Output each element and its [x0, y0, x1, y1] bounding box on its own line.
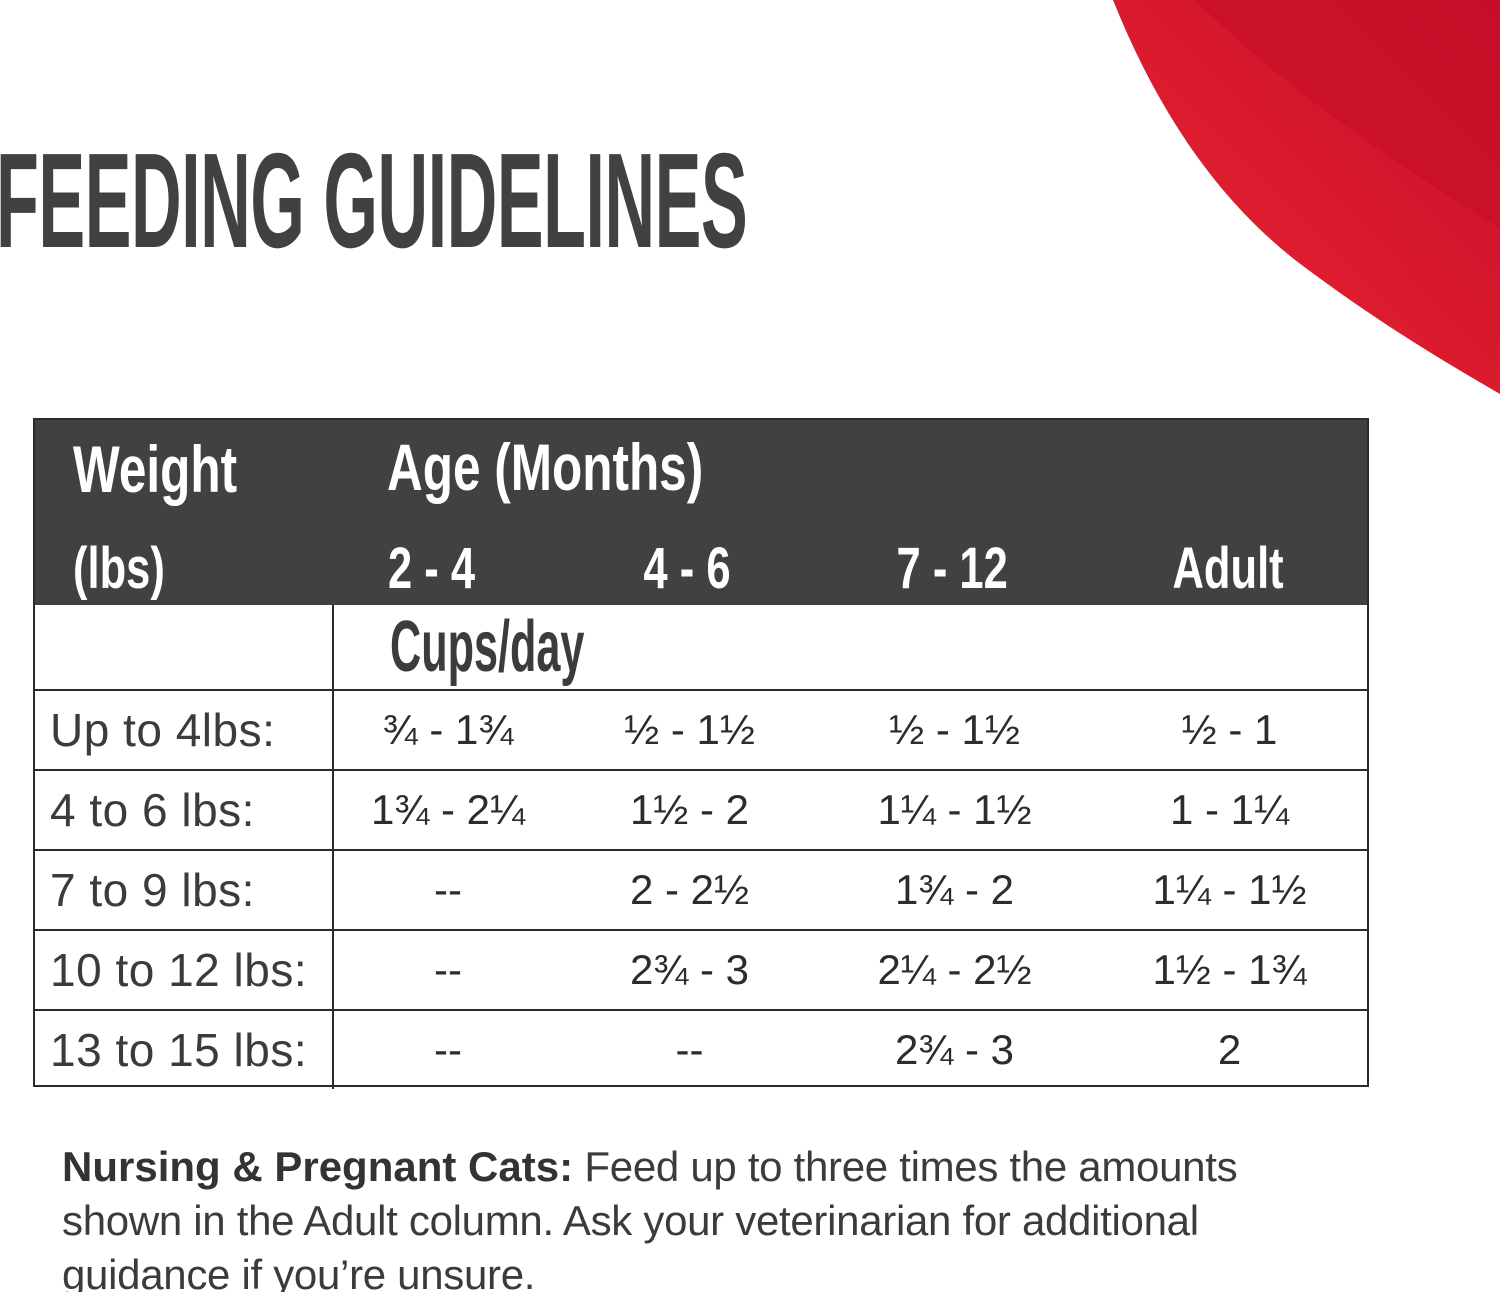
page-title: FEEDING GUIDELINES: [0, 125, 748, 276]
unit-row: Cups/day: [35, 605, 1367, 689]
row-value: 1½ - 1¾: [1152, 946, 1307, 993]
row-value: --: [434, 866, 462, 913]
header-weight-label: Weight: [73, 432, 238, 506]
row-value: 1½ - 2: [629, 786, 750, 833]
row-value: 2¾ - 3: [894, 1026, 1015, 1073]
nursing-pregnant-note: Nursing & Pregnant Cats: Feed up to thre…: [62, 1140, 1392, 1292]
row-value: 1¾ - 2¼: [370, 786, 526, 833]
table-row: 13 to 15 lbs: -- -- 2¾ - 3 2: [35, 1009, 1367, 1089]
note-line3: guidance if you’re unsure.: [62, 1251, 536, 1292]
row-weight-label: 10 to 12 lbs:: [35, 931, 334, 1009]
table-row: 10 to 12 lbs: -- 2¾ - 3 2¼ - 2½ 1½ - 1¾: [35, 929, 1367, 1009]
row-value: 2¾ - 3: [629, 946, 750, 993]
row-value: ½ - 1: [1181, 706, 1278, 753]
row-value: 1¼ - 1½: [1152, 866, 1307, 913]
red-swoosh-decoration: [1113, 0, 1500, 394]
table-header: Weight (lbs) Age (Months) 2 - 4 4 - 6 7 …: [35, 420, 1367, 605]
note-line2: shown in the Adult column. Ask your vete…: [62, 1197, 1199, 1244]
header-age-label: Age (Months): [387, 430, 704, 504]
row-value: --: [434, 1026, 462, 1073]
row-weight-label: 4 to 6 lbs:: [35, 771, 334, 849]
unit-row-empty-cell: [35, 605, 334, 689]
row-weight-label: 7 to 9 lbs:: [35, 851, 334, 929]
swoosh-shade-shape: [1195, 0, 1500, 228]
note-line1-rest: Feed up to three times the amounts: [573, 1143, 1238, 1190]
row-value: 2: [1217, 1026, 1242, 1073]
table-row: Up to 4lbs: ¾ - 1¾ ½ - 1½ ½ - 1½ ½ - 1: [35, 689, 1367, 769]
row-value: ½ - 1½: [889, 706, 1020, 753]
row-value: --: [434, 946, 462, 993]
row-value: 1 - 1¼: [1169, 786, 1290, 833]
header-col-2-4: 2 - 4: [388, 536, 476, 601]
row-weight-label: Up to 4lbs:: [35, 691, 334, 769]
row-value: 1¾ - 2: [894, 866, 1015, 913]
header-col-adult: Adult: [1172, 536, 1285, 601]
note-line: Nursing & Pregnant Cats: Feed up to thre…: [62, 1143, 1238, 1190]
header-col-4-6: 4 - 6: [643, 536, 732, 601]
row-value: 2 - 2½: [629, 866, 750, 913]
feeding-table: Weight (lbs) Age (Months) 2 - 4 4 - 6 7 …: [33, 418, 1369, 1089]
header-weight-unit: (lbs): [73, 536, 165, 601]
table-row: 7 to 9 lbs: -- 2 - 2½ 1¾ - 2 1¼ - 1½: [35, 849, 1367, 929]
row-weight-label: 13 to 15 lbs:: [35, 1011, 334, 1089]
row-value: --: [675, 1026, 704, 1073]
note-bold-lead: Nursing & Pregnant Cats:: [62, 1143, 574, 1190]
unit-row-cell: Cups/day: [334, 605, 1367, 689]
header-age-columns: 2 - 4 4 - 6 7 - 12 Adult: [332, 540, 1367, 598]
row-value: ¾ - 1¾: [382, 706, 514, 753]
table-row: 4 to 6 lbs: 1¾ - 2¼ 1½ - 2 1¼ - 1½ 1 - 1…: [35, 769, 1367, 849]
row-value: ½ - 1½: [624, 706, 755, 753]
row-value: 2¼ - 2½: [877, 946, 1032, 993]
header-col-7-12: 7 - 12: [896, 536, 1009, 601]
cups-per-day-label: Cups/day: [390, 607, 585, 687]
row-value: 1¼ - 1½: [877, 786, 1032, 833]
